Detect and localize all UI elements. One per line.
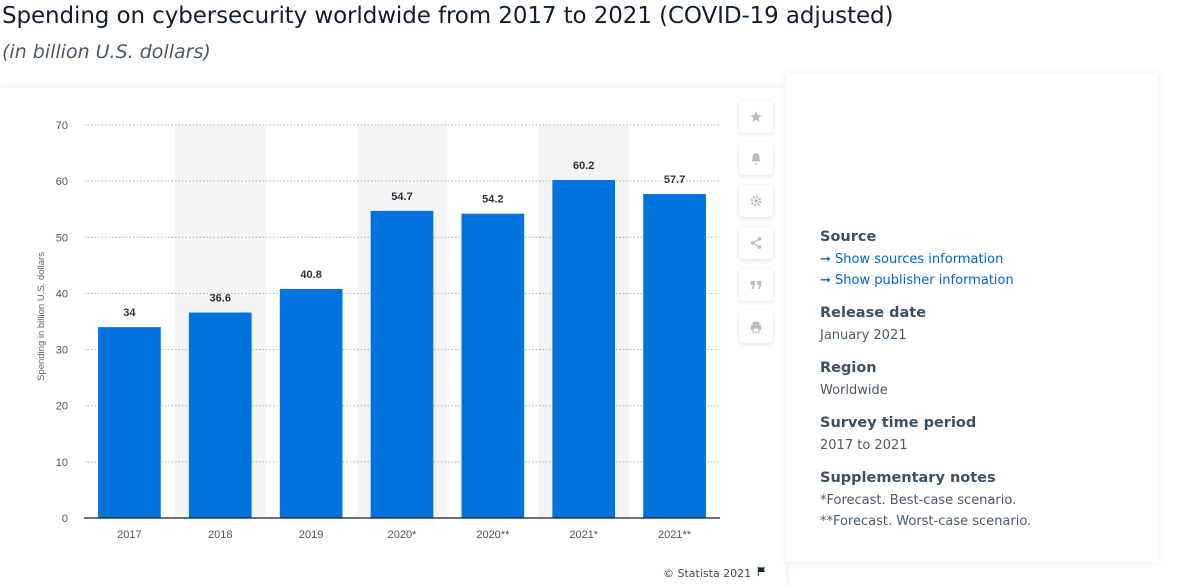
- release-date-heading: Release date: [820, 305, 927, 321]
- data-label: 34: [123, 307, 136, 319]
- x-tick-label: 2019: [299, 529, 323, 541]
- bar: [188, 312, 252, 518]
- x-tick-label: 2017: [117, 529, 141, 541]
- y-axis-title: Spending in billion U.S. dollars: [36, 252, 47, 381]
- show-sources-link[interactable]: ➞ Show sources information: [820, 252, 1004, 267]
- bar-chart: 0 10 20 30 40 50 60 70 34 2017 36.6 2018 40.8 2019 54.…: [36, 120, 720, 541]
- region-value: Worldwide: [820, 383, 888, 398]
- info-panel-blank: [786, 74, 1158, 204]
- chart-card: 0 10 20 30 40 50 60 70 34 2017 36.6 2018 40.8 2019 54.…: [0, 88, 786, 587]
- quote-icon[interactable]: [739, 269, 773, 301]
- page-subtitle: (in billion U.S. dollars): [2, 41, 211, 63]
- survey-period-value: 2017 to 2021: [820, 438, 908, 453]
- survey-period-section: Survey time period 2017 to 2021: [820, 415, 976, 456]
- notes-line-2: **Forecast. Worst-case scenario.: [820, 514, 1032, 529]
- data-label: 54.7: [391, 191, 412, 203]
- copyright: © Statista 2021: [663, 566, 767, 580]
- region-heading: Region: [820, 360, 877, 376]
- bell-icon[interactable]: [739, 143, 773, 175]
- x-tick-label: 2020**: [476, 529, 510, 541]
- x-tick-label: 2020*: [388, 529, 417, 541]
- x-tick-label: 2021*: [569, 529, 598, 541]
- release-date-section: Release date January 2021: [820, 305, 926, 346]
- source-heading: Source: [820, 229, 877, 245]
- star-icon[interactable]: [739, 101, 773, 133]
- y-tick-label: 50: [56, 232, 68, 244]
- print-icon[interactable]: [739, 311, 773, 343]
- bar: [461, 213, 525, 518]
- data-label: 54.2: [482, 194, 503, 206]
- y-tick-label: 60: [56, 176, 68, 188]
- bar: [370, 210, 434, 519]
- bar: [98, 327, 161, 518]
- bar: [552, 180, 616, 518]
- bar: [643, 194, 706, 518]
- region-section: Region Worldwide: [820, 360, 888, 401]
- copyright-text: © Statista 2021: [663, 566, 752, 580]
- flag-icon[interactable]: [756, 566, 767, 580]
- release-date-value: January 2021: [820, 328, 907, 343]
- show-publisher-link[interactable]: ➞ Show publisher information: [820, 273, 1014, 288]
- share-icon[interactable]: [739, 227, 773, 259]
- data-label: 57.7: [664, 174, 685, 186]
- y-tick-label: 40: [56, 288, 68, 300]
- y-tick-label: 20: [56, 401, 68, 413]
- notes-heading: Supplementary notes: [820, 470, 996, 486]
- data-label: 36.6: [210, 293, 231, 305]
- notes-line-1: *Forecast. Best-case scenario.: [820, 493, 1017, 508]
- y-tick-label: 70: [56, 120, 68, 132]
- x-tick-label: 2021**: [658, 529, 692, 541]
- gear-icon[interactable]: [739, 185, 773, 217]
- notes-section: Supplementary notes *Forecast. Best-case…: [820, 470, 1031, 532]
- data-label: 40.8: [300, 269, 321, 281]
- y-tick-label: 0: [62, 513, 68, 525]
- info-panel: Source ➞ Show sources information ➞ Show…: [786, 74, 1158, 562]
- bar: [279, 288, 343, 518]
- survey-period-heading: Survey time period: [820, 415, 977, 431]
- y-tick-label: 10: [56, 457, 68, 469]
- y-tick-label: 30: [56, 345, 68, 357]
- data-label: 60.2: [573, 160, 594, 172]
- source-section: Source ➞ Show sources information ➞ Show…: [820, 229, 1014, 291]
- page-title: Spending on cybersecurity worldwide from…: [2, 3, 894, 29]
- x-tick-label: 2018: [208, 529, 232, 541]
